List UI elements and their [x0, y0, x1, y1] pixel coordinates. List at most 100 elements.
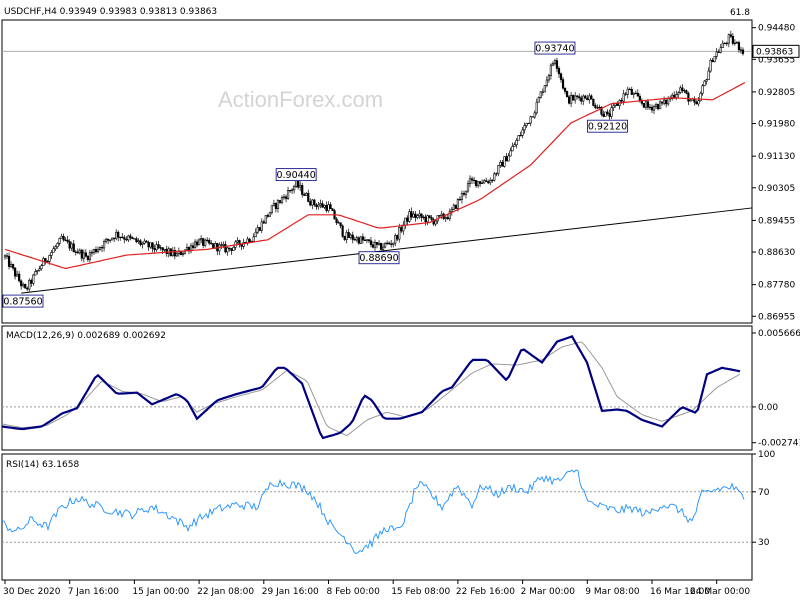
annotation-box [2, 294, 44, 308]
candle-body [527, 122, 530, 125]
price-ytick-label: 0.91980 [758, 120, 795, 130]
candle-body [673, 94, 676, 98]
candle-body [438, 215, 441, 217]
candle-body [36, 270, 39, 272]
macd-signal-line [1, 341, 741, 437]
candle-body [26, 287, 29, 290]
xtick-label: 7 Jan 16:00 [68, 587, 120, 597]
candle-body [329, 204, 332, 210]
candle-body [131, 237, 134, 239]
candle-body [175, 253, 178, 257]
price-ytick-label: 0.90305 [758, 184, 795, 194]
candle-body [505, 156, 508, 162]
candle-body [727, 34, 730, 44]
candle-body [661, 101, 664, 104]
candle-body [200, 238, 203, 241]
candle-body [109, 239, 112, 241]
candle-body [408, 211, 411, 222]
candle-body [561, 79, 565, 89]
candle-body [507, 155, 510, 162]
annotation-box [275, 168, 317, 182]
candle-body [513, 144, 516, 147]
candle-body [711, 59, 714, 63]
candle-body [331, 208, 334, 211]
candle-body [270, 205, 273, 213]
rsi-ytick-label: 100 [758, 450, 775, 460]
candle-body [222, 243, 225, 246]
price-ytick-label: 0.94480 [758, 24, 795, 34]
candle-body [228, 247, 231, 250]
candle-body [181, 252, 185, 256]
candle-body [242, 242, 245, 247]
candle-body [309, 201, 312, 206]
candle-body [60, 236, 63, 239]
xtick-label: 9 Mar 08:00 [585, 587, 640, 597]
candle-body [602, 113, 605, 117]
candle-body [400, 227, 403, 232]
candle-body [677, 92, 680, 95]
candle-body [620, 100, 623, 102]
candle-body [161, 247, 164, 251]
candle-body [470, 178, 474, 181]
candle-body [509, 150, 512, 157]
candle-body [448, 211, 451, 220]
candle-body [699, 92, 702, 102]
chart-header-text: USDCHF,H4 0.93949 0.93983 0.93813 0.9386… [4, 7, 217, 17]
candle-body [260, 221, 263, 231]
candle-body [159, 247, 162, 249]
candle-body [135, 238, 138, 243]
candle-body [369, 240, 373, 246]
candle-body [305, 192, 308, 196]
candle-body [634, 92, 637, 95]
candle-body [533, 112, 536, 118]
candle-body [254, 231, 257, 238]
candle-body [256, 227, 259, 233]
candle-body [483, 180, 486, 184]
candle-body [197, 239, 201, 246]
candle-body [598, 106, 601, 109]
candle-body [74, 251, 77, 253]
candle-body [258, 227, 261, 231]
candle-body [723, 42, 726, 45]
candle-body [394, 235, 397, 244]
candle-body [62, 236, 65, 241]
candle-body [102, 241, 106, 249]
candle-body [236, 240, 239, 243]
candle-body [636, 92, 639, 97]
candle-body [44, 258, 47, 263]
candle-body [719, 47, 722, 53]
candle-body [434, 220, 437, 225]
candle-body [84, 252, 87, 257]
panel-frame-3 [1, 453, 753, 581]
candle-body [646, 101, 650, 108]
candle-body [351, 234, 354, 240]
candle-body [301, 185, 304, 195]
candle-body [117, 231, 120, 238]
candle-body [565, 91, 569, 98]
candle-body [327, 204, 330, 211]
candle-body [361, 236, 364, 241]
candle-body [212, 243, 215, 249]
candle-body [450, 208, 453, 212]
candle-body [288, 189, 292, 192]
candle-body [580, 97, 583, 102]
candle-body [479, 181, 482, 184]
xtick-label: 2 Mar 00:00 [521, 587, 576, 597]
candle-body [545, 79, 548, 86]
macd-ytick-label: 0.00 [758, 403, 778, 413]
candle-body [729, 34, 732, 37]
candle-body [246, 238, 249, 244]
candle-body [18, 273, 21, 282]
candle-body [32, 274, 35, 284]
candle-body [195, 241, 199, 246]
candle-body [553, 60, 557, 64]
candle-body [485, 180, 488, 182]
candle-body [113, 237, 116, 240]
candle-body [317, 204, 320, 208]
candle-body [341, 225, 344, 237]
candle-body [539, 91, 542, 98]
candle-body [430, 217, 433, 220]
candle-body [557, 68, 561, 75]
candle-body [584, 95, 587, 99]
